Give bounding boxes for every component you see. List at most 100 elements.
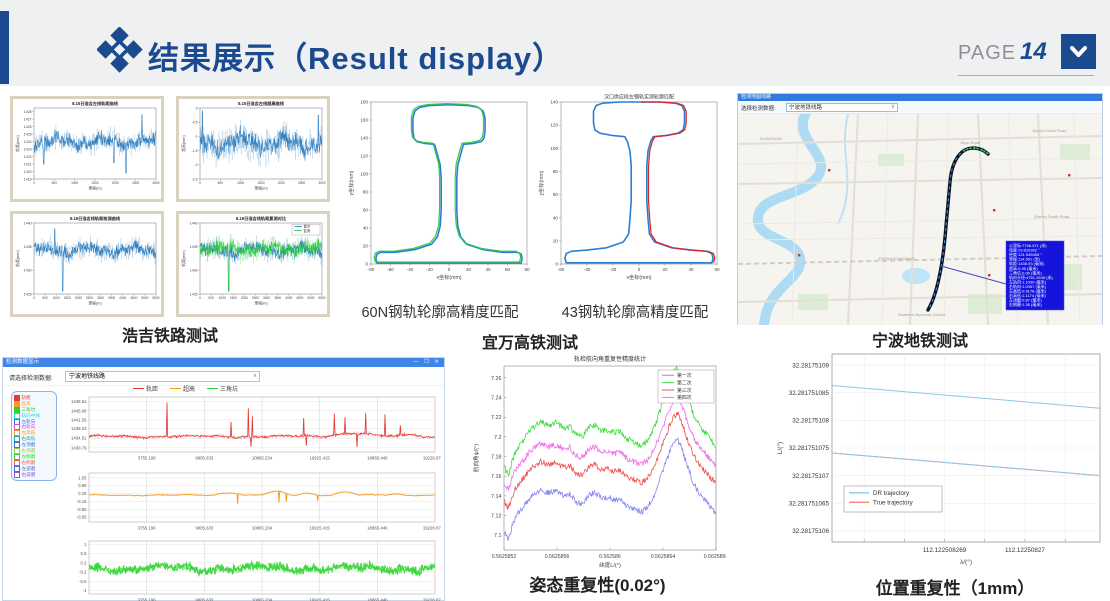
svg-text:18865.446: 18865.446 bbox=[367, 598, 388, 601]
layer-checkbox-row[interactable]: 右波磨 bbox=[14, 471, 54, 478]
twist-track-chart: 1 0.6 0.2 -0.2 -0.6 -1 3755.196 9805.633 10865.2… bbox=[79, 540, 441, 601]
layer-checkbox-row[interactable]: 右轨向 bbox=[14, 424, 54, 431]
svg-text:0.5625864: 0.5625864 bbox=[651, 554, 676, 560]
checkbox-icon bbox=[14, 447, 20, 454]
svg-text:超高:0.95 (毫米): 超高:0.95 (毫米) bbox=[1009, 265, 1038, 271]
window-controls[interactable]: — ❐ ✕ bbox=[412, 359, 441, 365]
svg-text:112.122508269: 112.122508269 bbox=[923, 547, 967, 554]
svg-text:轨向半径:4751.2645 (米): 轨向半径:4751.2645 (米) bbox=[1009, 274, 1053, 280]
layer-checkbox-row[interactable]: 右顶磨 bbox=[14, 447, 54, 454]
layer-checkbox-panel: 轨距 超高 三角坑 轨向中线 左轨向 右轨向 左高低 右高低 左顶磨 右顶磨 左侧磨 右侧磨 左波磨 右波… bbox=[11, 391, 57, 481]
svg-text:-60: -60 bbox=[387, 267, 394, 272]
svg-text:1441.56: 1441.56 bbox=[71, 417, 87, 422]
svg-text:32.28175106: 32.28175106 bbox=[792, 528, 829, 535]
svg-text:Jinyu Road: Jinyu Road bbox=[960, 140, 980, 145]
layer-label: 轨向中线 bbox=[21, 412, 40, 418]
legend-item: 轨距 bbox=[133, 384, 158, 393]
layer-checkbox-row[interactable]: 超高 bbox=[14, 400, 54, 407]
map-route-select[interactable]: 宁波地铁线路 ∨ bbox=[786, 102, 898, 112]
svg-text:1000: 1000 bbox=[219, 296, 226, 300]
svg-text:轨距:1436.93 (毫米): 轨距:1436.93 (毫米) bbox=[1009, 260, 1045, 266]
svg-text:16915.415: 16915.415 bbox=[310, 526, 331, 531]
svg-text:1: 1 bbox=[84, 542, 87, 547]
svg-text:复测: 复测 bbox=[304, 228, 311, 233]
svg-text:4500: 4500 bbox=[296, 296, 303, 300]
pager-underline bbox=[958, 75, 1094, 76]
layer-checkbox-row[interactable]: 左侧磨 bbox=[14, 453, 54, 460]
svg-text:10865.234: 10865.234 bbox=[252, 456, 273, 461]
haoji-repeat-chart: 8.19日浩吉线轨距复测对比 1425 1430 1435 1440 0 500 1000 15… bbox=[181, 215, 326, 306]
layer-checkbox-row[interactable]: 三角坑 bbox=[14, 406, 54, 413]
layer-checkbox-row[interactable]: 左波磨 bbox=[14, 465, 54, 472]
svg-text:里程(m): 里程(m) bbox=[88, 301, 102, 306]
svg-text:3500: 3500 bbox=[108, 296, 115, 300]
data-window-titlebar: 检测数据显示 — ❐ ✕ bbox=[3, 358, 444, 367]
map-window-titlebar: 检测地图线路 bbox=[738, 94, 1102, 101]
svg-text:1421: 1421 bbox=[24, 162, 32, 166]
svg-text:120: 120 bbox=[360, 154, 368, 159]
haoji-gauge-chart-1: 8.15日浩吉左线轨距曲线 1419 1420 1421 1422 1423 1424 142… bbox=[15, 100, 160, 191]
haoji-chart-card-1: 8.15日浩吉左线轨距曲线 1419 1420 1421 1422 1423 1424 142… bbox=[10, 96, 164, 202]
svg-text:Qianhu South Road: Qianhu South Road bbox=[1034, 214, 1069, 219]
svg-text:8.15日浩吉左线轨距曲线: 8.15日浩吉左线轨距曲线 bbox=[72, 100, 119, 107]
svg-text:60: 60 bbox=[553, 192, 559, 197]
svg-text:里程(m): 里程(m) bbox=[254, 301, 268, 306]
header-accent-bar bbox=[0, 11, 9, 84]
svg-text:1420: 1420 bbox=[24, 170, 32, 174]
info-leader-line bbox=[940, 265, 1007, 285]
svg-text:1425: 1425 bbox=[190, 292, 198, 296]
svg-text:0: 0 bbox=[638, 267, 641, 272]
trajectory-info-box: 公里标:7746.371 (米)纬度:29.810302 °经度:121.545… bbox=[1005, 240, 1065, 311]
layer-label: 左轨向 bbox=[21, 418, 36, 424]
svg-text:第二次: 第二次 bbox=[677, 379, 692, 386]
svg-text:0: 0 bbox=[33, 296, 35, 300]
select-chevron-icon: ∨ bbox=[252, 373, 257, 379]
checkbox-icon bbox=[14, 430, 20, 437]
layer-checkbox-row[interactable]: 轨向中线 bbox=[14, 412, 54, 419]
map-canvas[interactable]: DUANTANG Jinyu Road Qianhu North Road ZHONG… bbox=[738, 114, 1102, 325]
svg-text:32.28175108: 32.28175108 bbox=[792, 418, 829, 425]
layer-checkbox-row[interactable]: 轨距 bbox=[14, 394, 54, 401]
svg-text:4000: 4000 bbox=[119, 296, 126, 300]
data-route-select[interactable]: 宁波地铁线路 ∨ bbox=[65, 371, 260, 382]
svg-text:3755.196: 3755.196 bbox=[138, 456, 157, 461]
haoji-chart-card-2: 8.15日浩吉左线超高曲线 0 -0.5 -1 -1.5 -2 -2.5 0 500 1000 15… bbox=[176, 96, 330, 202]
layer-checkbox-row[interactable]: 左轨向 bbox=[14, 418, 54, 425]
svg-text:3000: 3000 bbox=[263, 296, 270, 300]
caption-rail60n: 60N钢轨轮廓高精度匹配 bbox=[361, 305, 519, 321]
svg-text:16915.415: 16915.415 bbox=[310, 598, 331, 601]
svg-text:8.15日浩吉左线超高曲线: 8.15日浩吉左线超高曲线 bbox=[238, 100, 285, 107]
layer-checkbox-row[interactable]: 左顶磨 bbox=[14, 442, 54, 449]
svg-text:左顶磨:0.87 (毫米): 左顶磨:0.87 (毫米) bbox=[1009, 297, 1042, 303]
svg-text:180: 180 bbox=[360, 100, 368, 105]
svg-text:DUANTANG: DUANTANG bbox=[760, 136, 782, 141]
svg-text:1438.23: 1438.23 bbox=[71, 426, 87, 431]
layer-checkbox-row[interactable]: 右高低 bbox=[14, 436, 54, 443]
layer-checkbox-row[interactable]: 左高低 bbox=[14, 430, 54, 437]
svg-text:140: 140 bbox=[550, 100, 558, 105]
svg-text:32.281751085: 32.281751085 bbox=[789, 390, 830, 397]
layer-checkbox-row[interactable]: 右侧磨 bbox=[14, 459, 54, 466]
svg-text:-20: -20 bbox=[426, 267, 433, 272]
svg-text:1425: 1425 bbox=[24, 292, 32, 296]
layer-label: 左波磨 bbox=[21, 465, 36, 471]
map-select-label: 选择检测数据: bbox=[741, 106, 776, 112]
svg-text:航向角ψ/(°): 航向角ψ/(°) bbox=[472, 444, 480, 472]
legend-item: 三角坑 bbox=[207, 384, 238, 393]
caption-yiwan: 宜万高铁测试 bbox=[481, 335, 578, 352]
svg-text:140: 140 bbox=[360, 136, 368, 141]
svg-text:2500: 2500 bbox=[132, 181, 139, 185]
caption-position: 位置重复性（1mm） bbox=[875, 579, 1035, 598]
layer-label: 三角坑 bbox=[21, 406, 36, 412]
svg-text:0: 0 bbox=[365, 262, 368, 267]
svg-text:x坐标(mm): x坐标(mm) bbox=[626, 273, 651, 281]
page-nav-button[interactable] bbox=[1061, 34, 1096, 69]
svg-text:-40: -40 bbox=[407, 267, 414, 272]
svg-text:2000: 2000 bbox=[278, 181, 285, 185]
layer-label: 右轨向 bbox=[21, 424, 36, 430]
svg-text:5500: 5500 bbox=[152, 296, 159, 300]
svg-text:19228.876: 19228.876 bbox=[423, 526, 441, 531]
svg-text:-0.2: -0.2 bbox=[79, 570, 87, 575]
svg-text:3000: 3000 bbox=[97, 296, 104, 300]
svg-text:轨距(mm): 轨距(mm) bbox=[181, 250, 186, 267]
